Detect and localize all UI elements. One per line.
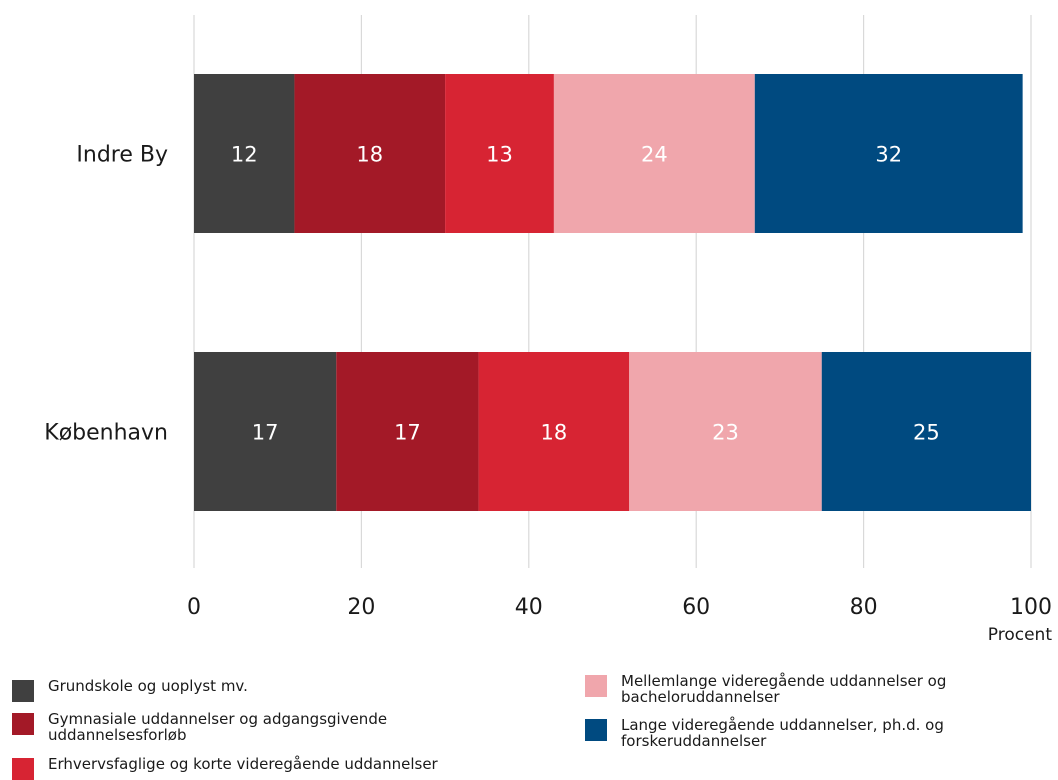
bar-1-4 [821, 352, 1031, 511]
data-label-1-4: 25 [913, 421, 940, 445]
legend-swatch-erhvervsfaglige [12, 758, 34, 780]
data-label-1-2: 18 [541, 421, 568, 445]
legend-item-erhvervsfaglige: Erhvervsfaglige og korte videregående ud… [12, 756, 572, 780]
bar-0-3 [553, 74, 755, 233]
data-label-1-3: 23 [712, 421, 739, 445]
legend-swatch-mellemlange [585, 675, 607, 697]
category-label-0: Indre By [76, 143, 168, 168]
x-tick-label-40: 40 [515, 595, 543, 620]
x-tick-label-100: 100 [1010, 595, 1052, 620]
x-tick-label-0: 0 [187, 595, 201, 620]
data-label-1-0: 17 [252, 421, 279, 445]
x-axis-label: Procent [988, 625, 1053, 645]
data-label-1-1: 17 [394, 421, 421, 445]
legend-item-grundskole: Grundskole og uoplyst mv. [12, 678, 532, 702]
legend-item-gymnasiale: Gymnasiale uddannelser og adgangsgivende… [12, 711, 532, 743]
bar-0-2 [445, 74, 554, 233]
bar-0-0 [194, 74, 295, 233]
bar-1-0 [194, 352, 337, 511]
x-tick-label-60: 60 [682, 595, 710, 620]
x-tick-label-20: 20 [347, 595, 375, 620]
category-label-1: København [44, 421, 168, 446]
legend-label-grundskole: Grundskole og uoplyst mv. [48, 677, 248, 695]
bar-1-2 [478, 352, 630, 511]
legend: Grundskole og uoplyst mv. Gymnasiale udd… [0, 668, 1058, 780]
data-label-0-0: 12 [231, 143, 258, 167]
legend-item-mellemlange: Mellemlange videregående uddannelser og … [585, 673, 1045, 705]
bar-1-3 [629, 352, 822, 511]
legend-label-mellemlange: Mellemlange videregående uddannelser og … [621, 672, 947, 706]
x-tick-label-80: 80 [850, 595, 878, 620]
legend-swatch-grundskole [12, 680, 34, 702]
legend-swatch-lange [585, 719, 607, 741]
bar-1-1 [336, 352, 479, 511]
data-label-0-2: 13 [486, 143, 513, 167]
data-label-0-1: 18 [356, 143, 383, 167]
data-label-0-4: 32 [875, 143, 902, 167]
legend-label-lange: Lange videregående uddannelser, ph.d. og… [621, 716, 944, 750]
bar-0-4 [754, 74, 1023, 233]
bar-0-1 [294, 74, 446, 233]
legend-label-erhvervsfaglige: Erhvervsfaglige og korte videregående ud… [48, 755, 438, 773]
legend-swatch-gymnasiale [12, 713, 34, 735]
data-label-0-3: 24 [641, 143, 668, 167]
legend-label-gymnasiale: Gymnasiale uddannelser og adgangsgivende… [48, 710, 388, 744]
legend-item-lange: Lange videregående uddannelser, ph.d. og… [585, 717, 1045, 749]
